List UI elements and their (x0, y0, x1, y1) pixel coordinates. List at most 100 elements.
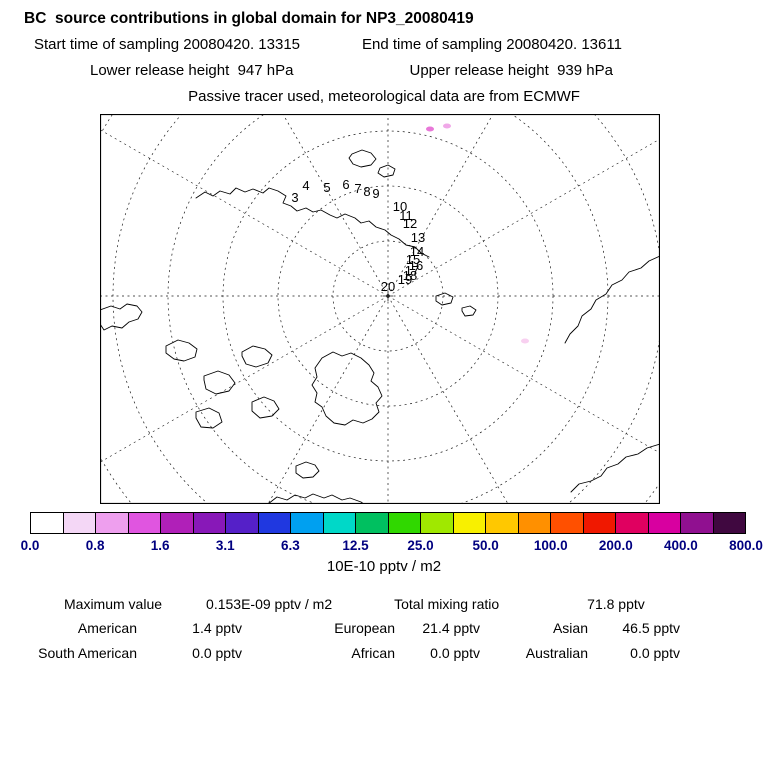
south-american-label: South American (38, 645, 137, 661)
coastline-path (165, 339, 198, 362)
south-american-value: 0.0 pptv (192, 645, 242, 661)
figure-title: BC source contributions in global domain… (24, 10, 474, 27)
colorbar-segment (421, 513, 454, 533)
colorbar-segment (713, 513, 745, 533)
total-mixing-ratio-value: 71.8 pptv (587, 596, 645, 612)
colorbar-tick-label: 50.0 (472, 538, 499, 553)
coastline-path (267, 493, 380, 504)
colorbar-segment (616, 513, 649, 533)
asian-value: 46.5 pptv (622, 620, 680, 636)
european-label: European (334, 620, 395, 636)
coastline-path (241, 345, 273, 368)
tracer-note-line: Passive tracer used, meteorological data… (0, 84, 768, 110)
american-value: 1.4 pptv (192, 620, 242, 636)
colorbar-tick-label: 3.1 (215, 538, 235, 553)
statistics-block: Maximum value 0.153E-09 pptv / m2 Total … (0, 592, 768, 663)
coastline-path (435, 292, 454, 306)
coastline-path (203, 370, 236, 395)
trajectory-day-number: 15 (406, 252, 420, 267)
colorbar-segment (681, 513, 714, 533)
trajectory-day-number: 13 (411, 230, 425, 245)
colorbar-area: 0.0 0.8 1.6 3.1 6.3 12.5 25.0 50.0 100.0 200.0 400… (21, 512, 763, 556)
upper-release-text: Upper release height 939 hPa (409, 62, 613, 79)
end-time-text: End time of sampling 20080420. 13611 (362, 36, 622, 53)
pole-cross-mark (383, 291, 393, 301)
coastline-path (348, 149, 377, 168)
colorbar-tick-label: 100.0 (533, 538, 568, 553)
colorbar-segment (583, 513, 616, 533)
colorbar-tick-label: 1.6 (150, 538, 170, 553)
colorbar-segment (323, 513, 356, 533)
meridian-line (267, 295, 389, 504)
trajectory-day-number: 10 (393, 199, 407, 214)
trajectory-day-number: 3 (291, 190, 298, 205)
colorbar-segment (31, 513, 64, 533)
trajectory-day-number: 9 (372, 186, 379, 201)
coastline-path (195, 407, 223, 429)
colorbar-segment (258, 513, 291, 533)
coastline-path (100, 303, 143, 331)
colorbar-segment (161, 513, 194, 533)
colorbar-segment (453, 513, 486, 533)
coastline-path (570, 443, 660, 493)
graticule-lines (100, 114, 660, 504)
release-heights-line: Lower release height 947 hPa Upper relea… (0, 58, 768, 84)
african-label: African (351, 645, 395, 661)
coastline-path (311, 351, 383, 426)
colorbar-tick-label: 0.0 (20, 538, 40, 553)
colorbar-tick-label: 400.0 (664, 538, 698, 553)
coastline-path (195, 187, 430, 258)
colorbar (30, 512, 746, 534)
coastline-path (251, 396, 280, 419)
colorbar-segment (356, 513, 389, 533)
stats-contributions-grid: American 1.4 pptv European 21.4 pptv Asi… (20, 618, 768, 663)
colorbar-tick-label: 200.0 (598, 538, 633, 553)
meridian-line (282, 114, 389, 297)
trajectory-day-number: 12 (403, 216, 417, 231)
coastline-path (377, 164, 396, 178)
trajectory-day-number: 17 (405, 263, 419, 278)
trajectory-day-number: 6 (342, 177, 349, 192)
coastline-path (295, 461, 320, 479)
meridian-line (387, 295, 660, 454)
coastline-path (564, 255, 660, 344)
trajectory-day-number: 14 (410, 244, 424, 259)
colorbar-tick-label: 25.0 (407, 538, 434, 553)
trajectory-day-number: 11 (399, 208, 413, 223)
contribution-patch (443, 123, 451, 129)
meridian-line (387, 114, 494, 297)
asian-label: Asian (552, 620, 588, 636)
sampling-times-line: Start time of sampling 20080420. 13315 E… (0, 32, 768, 58)
trajectory-day-number: 16 (409, 258, 423, 273)
colorbar-segment (486, 513, 519, 533)
coastline-path (461, 305, 477, 317)
meridian-line (387, 138, 660, 297)
figure-header: BC source contributions in global domain… (0, 6, 768, 110)
trajectory-day-number: 7 (354, 181, 361, 196)
latitude-circle (100, 114, 660, 504)
polar-map: 3 4 5 6 7 8 9 10 11 12 13 14 15 16 17 18 19 20 (100, 114, 660, 504)
total-mixing-ratio-label: Total mixing ratio (394, 596, 500, 612)
max-value: 0.153E-09 pptv / m2 (206, 596, 333, 612)
trajectory-day-number: 18 (403, 268, 417, 283)
meridian-line (387, 295, 509, 504)
colorbar-segment (388, 513, 421, 533)
european-value: 21.4 pptv (422, 620, 480, 636)
colorbar-tick-label: 800.0 (729, 538, 763, 553)
colorbar-segment (96, 513, 129, 533)
african-value: 0.0 pptv (430, 645, 480, 661)
meridian-line (100, 129, 389, 297)
colorbar-tick-label: 6.3 (280, 538, 300, 553)
stats-row-max: Maximum value 0.153E-09 pptv / m2 Total … (0, 592, 768, 616)
trajectory-day-number: 20 (381, 279, 395, 294)
colorbar-units-label: 10E-10 pptv / m2 (326, 558, 442, 575)
trajectory-day-number: 8 (363, 184, 370, 199)
trajectory-day-number: 19 (398, 272, 412, 287)
map-border (100, 114, 660, 504)
colorbar-segment (551, 513, 584, 533)
start-time-text: Start time of sampling 20080420. 13315 (34, 36, 301, 53)
colorbar-segment (193, 513, 226, 533)
colorbar-segment (128, 513, 161, 533)
colorbar-tick-row: 0.0 0.8 1.6 3.1 6.3 12.5 25.0 50.0 100.0 200.0 400… (21, 538, 763, 556)
